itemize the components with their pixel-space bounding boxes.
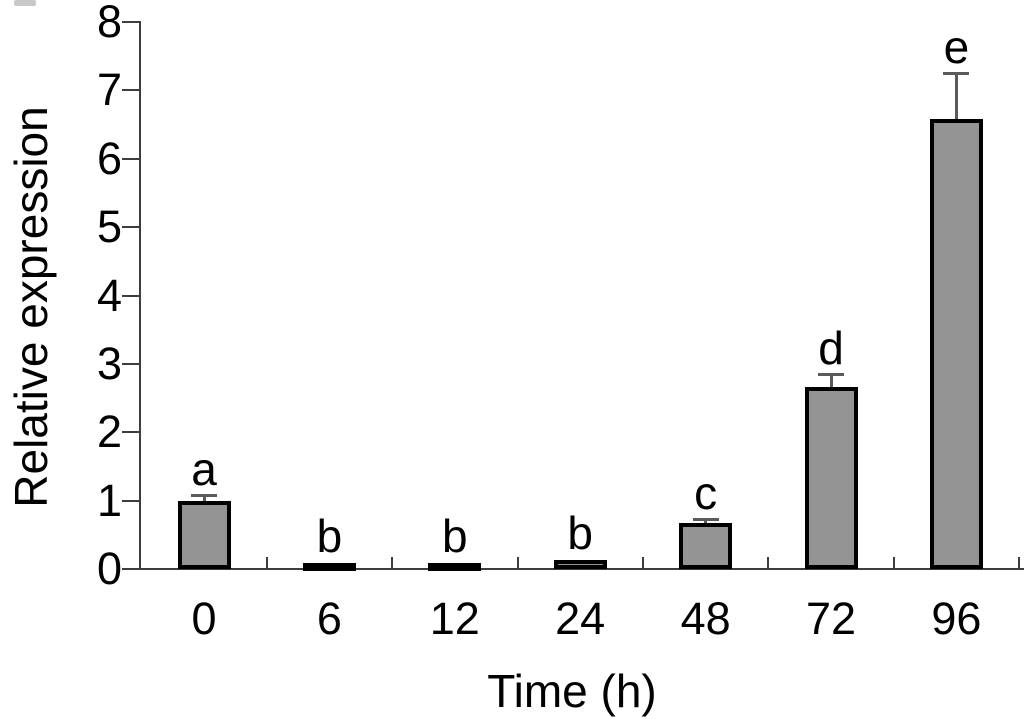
y-axis-tick xyxy=(122,226,140,229)
bar-24h xyxy=(553,560,607,569)
error-bar-line xyxy=(202,495,206,501)
significance-letter: b xyxy=(316,510,343,562)
bar-6h xyxy=(302,563,356,571)
x-axis-line xyxy=(139,568,1024,570)
y-axis-tick xyxy=(122,362,140,365)
significance-letter: b xyxy=(567,507,593,560)
y-axis-tick xyxy=(122,431,140,434)
bar-48h xyxy=(679,522,733,569)
error-bar-line xyxy=(704,519,708,523)
x-tick-label: 12 xyxy=(429,593,480,644)
y-axis-tick xyxy=(122,499,140,502)
x-tick-label: 72 xyxy=(805,593,857,644)
y-tick-label: 8 xyxy=(96,0,122,47)
error-bar-cap xyxy=(692,517,719,521)
y-axis-title: Relative expression xyxy=(5,106,57,508)
y-tick-label: 1 xyxy=(96,474,122,526)
x-axis-tick xyxy=(265,557,268,569)
bar-96h xyxy=(929,119,983,569)
x-tick-label: 24 xyxy=(555,593,606,644)
significance-letter: a xyxy=(191,442,217,495)
y-tick-label: 0 xyxy=(96,543,122,594)
x-axis-tick xyxy=(1018,557,1021,569)
x-tick-label: 0 xyxy=(191,593,217,644)
error-bar-cap xyxy=(943,71,970,75)
y-axis-tick xyxy=(122,568,140,570)
significance-letter: d xyxy=(818,322,844,375)
significance-letter: c xyxy=(694,466,718,519)
y-axis-tick xyxy=(122,294,140,297)
y-axis-tick xyxy=(122,89,140,92)
error-bar-cap xyxy=(818,373,844,377)
x-axis-tick xyxy=(516,557,519,569)
y-tick-label: 2 xyxy=(96,406,122,458)
error-bar-line xyxy=(829,375,833,388)
error-bar-cap xyxy=(191,493,217,497)
error-bar-line xyxy=(954,73,958,120)
x-axis-tick xyxy=(892,557,895,569)
y-tick-label: 3 xyxy=(96,337,122,389)
y-tick-label: 7 xyxy=(96,64,122,116)
x-axis-tick xyxy=(767,557,770,569)
y-axis-line xyxy=(139,21,141,570)
x-axis-tick xyxy=(641,557,644,569)
x-tick-label: 6 xyxy=(316,593,342,644)
bar-0h xyxy=(177,500,231,569)
x-axis-tick xyxy=(391,557,394,569)
x-axis-title: Time (h) xyxy=(487,665,657,717)
bar-72h xyxy=(804,387,858,569)
cropped-corner-artifact xyxy=(14,0,36,6)
significance-letter: b xyxy=(442,510,468,562)
significance-letter: e xyxy=(943,20,970,73)
y-tick-label: 5 xyxy=(96,201,122,253)
y-axis-tick xyxy=(122,21,140,23)
x-tick-label: 96 xyxy=(931,593,982,644)
y-tick-label: 6 xyxy=(96,132,122,184)
bar-12h xyxy=(428,563,482,571)
y-axis-tick xyxy=(122,157,140,160)
y-tick-label: 4 xyxy=(96,269,122,321)
x-tick-label: 48 xyxy=(680,593,731,644)
